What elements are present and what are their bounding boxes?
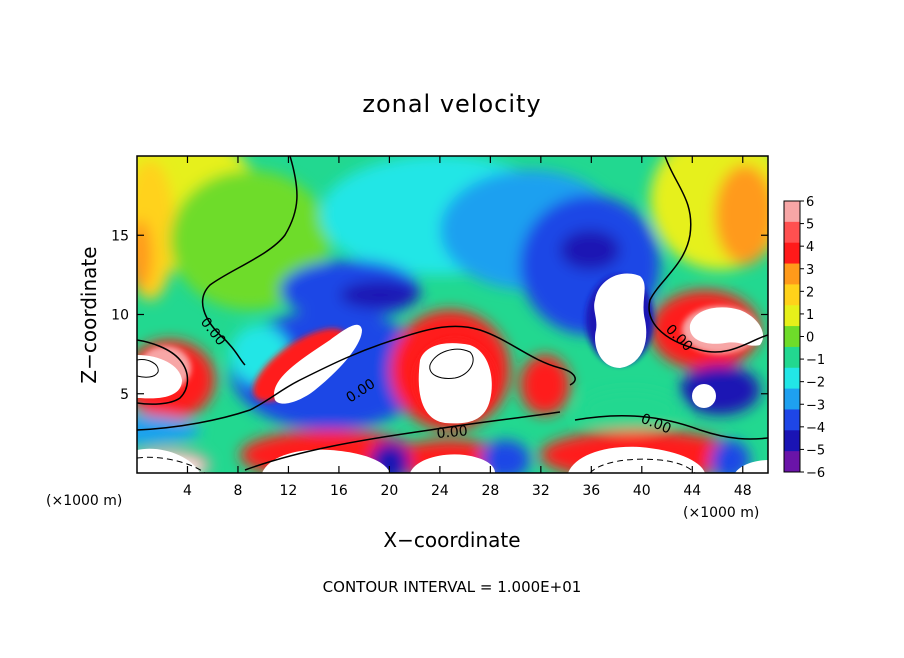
colorbar-cell xyxy=(784,430,800,452)
x-tick-label: 28 xyxy=(481,483,499,499)
x-units-label-right: (×1000 m) xyxy=(683,505,759,521)
colorbar-cell xyxy=(784,388,800,410)
colorbar-tick-label: −4 xyxy=(806,421,825,436)
colorbar-tick-label: 4 xyxy=(806,240,814,255)
x-tick-label: 12 xyxy=(280,483,298,499)
contour-lines xyxy=(137,156,768,471)
x-tick-label: 20 xyxy=(380,483,398,499)
x-tick-label: 36 xyxy=(582,483,600,499)
colorbar-tick-label: −3 xyxy=(806,398,825,413)
y-tick-label: 15 xyxy=(111,228,129,244)
colorbar-tick-label: 6 xyxy=(806,195,814,210)
y-axis-title: Z−coordinate xyxy=(77,246,101,383)
colorbar-cell xyxy=(784,201,800,223)
x-tick-label: 32 xyxy=(532,483,550,499)
y-tick-label: 5 xyxy=(120,387,129,403)
colorbar: 6 5 4 3 2 1 0 −1 −2 −3 −4 −5 −6 xyxy=(783,195,825,481)
negative-contours xyxy=(137,456,696,473)
colorbar-cell xyxy=(784,367,800,390)
colorbar-tick-label: −5 xyxy=(806,443,825,458)
colorbar-cell xyxy=(784,305,800,327)
colorbar-cell xyxy=(784,284,800,306)
x-tick-label: 8 xyxy=(233,483,242,499)
colorbar-tick-label: −2 xyxy=(806,376,825,391)
x-axis-title: X−coordinate xyxy=(383,528,520,552)
colorbar-tick-label: −1 xyxy=(806,353,825,368)
colorbar-cell xyxy=(784,326,800,348)
y-axis: 5 10 15 xyxy=(111,228,768,403)
colorbar-tick-label: 5 xyxy=(806,218,814,233)
x-tick-label: 16 xyxy=(330,483,348,499)
contour-interval-note: CONTOUR INTERVAL = 1.000E+01 xyxy=(323,578,582,596)
colorbar-cell xyxy=(784,346,800,369)
x-tick-label: 48 xyxy=(734,483,752,499)
chart-title: zonal velocity xyxy=(362,90,541,118)
x-tick-label: 44 xyxy=(683,483,701,499)
x-axis: 4 8 12 16 20 24 28 32 36 40 44 48 xyxy=(183,156,752,499)
contour-label: 0.00 xyxy=(436,423,468,442)
colorbar-tick-label: 3 xyxy=(806,263,814,278)
colorbar-tick-label: 2 xyxy=(806,285,814,300)
colorbar-cell xyxy=(784,409,800,431)
x-units-label: (×1000 m) xyxy=(46,493,122,509)
colorbar-cell xyxy=(784,242,800,265)
colorbar-tick-label: 1 xyxy=(806,308,814,323)
colorbar-cell xyxy=(784,263,800,285)
colorbar-tick-label: 0 xyxy=(806,331,814,346)
y-tick-label: 10 xyxy=(111,308,129,324)
colorbar-tick-label: −6 xyxy=(806,466,825,481)
x-tick-label: 4 xyxy=(183,483,192,499)
contour-lines-thin xyxy=(137,348,474,379)
colorbar-cell xyxy=(784,221,800,244)
heatmap-field xyxy=(137,156,768,473)
x-tick-label: 24 xyxy=(431,483,449,499)
colorbar-cell xyxy=(784,451,800,473)
x-tick-label: 40 xyxy=(633,483,651,499)
